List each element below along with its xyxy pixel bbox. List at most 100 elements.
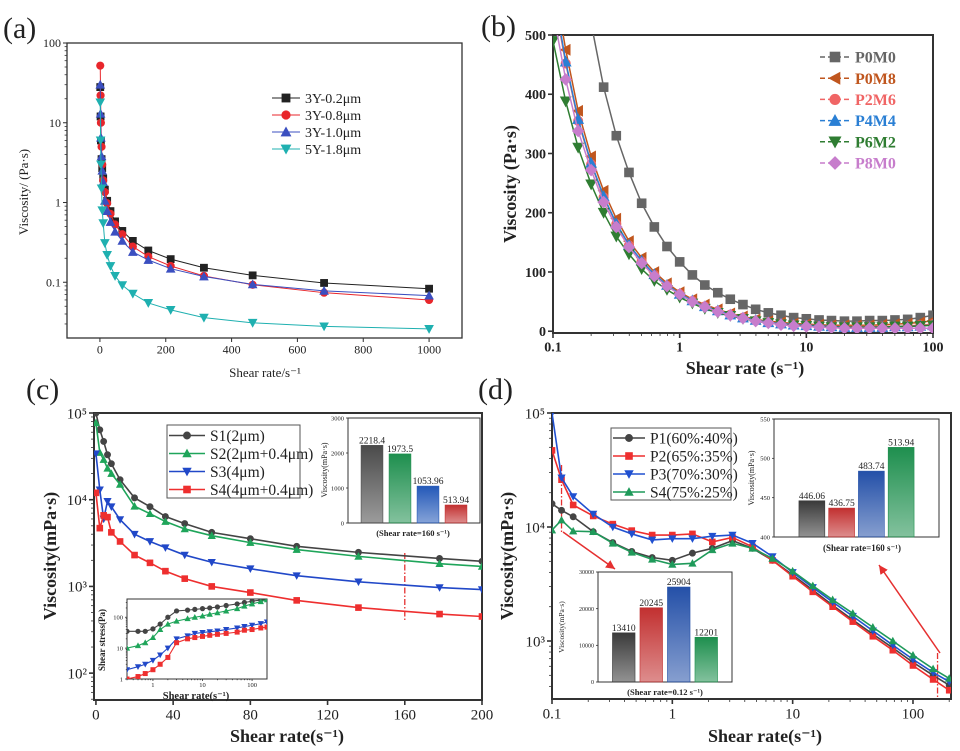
data-point	[424, 325, 434, 334]
x-tick-label: 1	[669, 706, 677, 722]
legend-entry: 3Y-1.0μm	[272, 126, 361, 141]
data-point	[223, 630, 229, 636]
x-tick-label: 0	[97, 342, 103, 356]
data-point	[164, 620, 171, 627]
data-point	[624, 167, 634, 178]
series-p8m0	[556, 35, 933, 333]
data-point	[435, 559, 444, 567]
y-tick-label: 1	[120, 676, 123, 683]
legend-label: S4(75%:25%)	[650, 484, 738, 501]
data-point	[648, 536, 657, 545]
data-point	[104, 513, 111, 521]
series-s2-2-m-0-4-m-	[127, 599, 267, 651]
data-point	[598, 82, 609, 92]
data-point	[908, 651, 918, 659]
data-point	[611, 130, 622, 141]
plot-area	[95, 61, 434, 334]
y-axis-label: Viscosity(mPa·s)	[40, 492, 61, 620]
data-point	[104, 451, 111, 459]
data-point	[234, 625, 241, 632]
data-point	[673, 288, 686, 301]
data-point	[94, 450, 101, 458]
legend-marker	[828, 136, 842, 149]
data-point	[584, 163, 598, 177]
data-point	[354, 552, 363, 560]
bar-value-label: 20245	[639, 599, 663, 609]
data-point	[662, 241, 672, 252]
x-axis-label: Shear rate/s⁻¹	[229, 365, 301, 380]
x-tick-label: 1	[151, 682, 154, 689]
data-point	[234, 629, 240, 635]
data-point	[95, 79, 106, 89]
chart-b: 0.1 1 10 100 0 100 200 300 400 500 Shear rate (s⁻¹…	[481, 10, 944, 379]
bar-p1	[798, 500, 826, 538]
data-point	[622, 240, 636, 254]
data-point	[107, 503, 116, 511]
data-point	[207, 558, 216, 567]
data-point	[110, 226, 120, 236]
plot-area	[553, 35, 933, 333]
data-point	[206, 629, 213, 635]
data-point	[146, 559, 154, 567]
data-point	[161, 517, 170, 525]
data-point	[223, 627, 230, 633]
chart-d_inset_bottom: 0 10000 20000 30000 Viscosity(mPa·s) 13410 202…	[557, 570, 733, 697]
data-point	[199, 606, 206, 612]
data-point	[608, 539, 617, 547]
data-point	[610, 220, 623, 234]
series-s3-4-m-	[127, 619, 267, 673]
y-tick-label: 100	[525, 266, 546, 281]
data-point	[135, 674, 141, 679]
data-point	[174, 640, 180, 646]
legend-label: 3Y-0.2μm	[305, 92, 361, 107]
x-axis-label: Shear rate(s⁻¹)	[708, 726, 822, 747]
data-point	[208, 583, 216, 590]
data-point	[812, 320, 826, 333]
data-point	[627, 530, 636, 539]
legend-entry: P2M6	[820, 92, 896, 109]
data-point	[728, 539, 737, 547]
plot-area	[127, 599, 267, 679]
data-point	[926, 321, 933, 333]
data-point	[166, 255, 175, 264]
legend-entry: P0M0	[820, 50, 896, 67]
data-point	[901, 321, 914, 333]
legend-entry: 3Y-0.8μm	[272, 109, 361, 124]
bar-p2	[828, 507, 855, 538]
data-point	[868, 623, 877, 631]
data-point	[214, 609, 221, 616]
legend-label: P2M6	[855, 92, 896, 109]
data-point	[191, 630, 198, 637]
data-point	[94, 413, 100, 417]
y-tick-label: 10⁴	[525, 520, 545, 536]
data-point	[173, 608, 180, 614]
data-point	[241, 602, 248, 609]
legend-marker	[281, 110, 291, 120]
bar-p3	[667, 586, 691, 683]
data-point	[206, 610, 213, 617]
data-point	[162, 567, 169, 575]
data-point	[142, 661, 149, 668]
legend-entry: P0M8	[820, 71, 896, 88]
data-point	[94, 418, 101, 427]
data-point	[200, 263, 208, 272]
data-point	[165, 263, 176, 273]
data-point	[914, 321, 927, 333]
data-point	[165, 614, 171, 620]
data-point	[635, 256, 648, 270]
data-point	[700, 280, 710, 290]
y-tick-label: 1	[55, 196, 61, 210]
y-tick-label: 0	[539, 325, 546, 340]
data-point	[748, 539, 757, 548]
panel-label: (a)	[3, 12, 36, 45]
data-point	[850, 321, 864, 333]
data-point	[128, 289, 138, 299]
inset-caption: (Shear rate=0.12 s⁻¹)	[627, 687, 703, 697]
y-tick-label: 2000	[331, 450, 344, 457]
legend-marker	[183, 485, 191, 494]
data-point	[945, 674, 951, 682]
data-point	[800, 320, 813, 333]
data-point	[191, 613, 198, 620]
data-point	[131, 494, 138, 502]
data-point	[223, 607, 230, 614]
